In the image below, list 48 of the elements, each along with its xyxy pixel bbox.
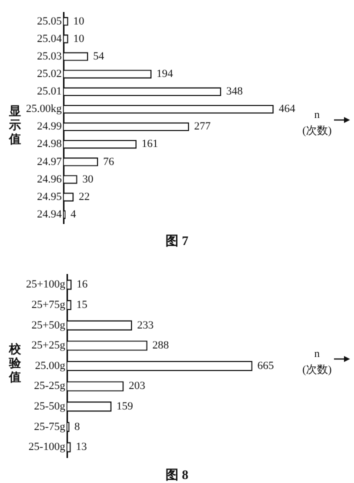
- data-label: 22: [78, 190, 90, 203]
- text: 图 8: [164, 466, 190, 483]
- y-tick-label: 25-50g: [34, 400, 66, 413]
- y-tick-label: 24.94: [37, 208, 62, 221]
- y-tick-label: 25.00kg: [26, 103, 62, 116]
- data-label: 16: [76, 278, 88, 291]
- data-label: 665: [257, 360, 274, 372]
- data-label: 4: [70, 208, 77, 221]
- text: 图 7: [164, 232, 190, 250]
- y-tick-label: 25.02: [37, 68, 62, 80]
- y-tick-label: 24.95: [37, 190, 62, 203]
- y-tick-label: 25+25g: [31, 340, 66, 352]
- data-label: 15: [76, 298, 88, 311]
- y-tick-label: 24.97: [37, 156, 62, 168]
- y-tick-label: 25.01: [37, 86, 62, 98]
- y-tick-label: 24.96: [37, 173, 62, 186]
- y-tick-label: 25.05: [37, 15, 62, 28]
- y-tick-label: 25-100g: [28, 441, 66, 454]
- data-label: 10: [73, 32, 85, 45]
- y-tick-label: 24.98: [37, 138, 62, 150]
- data-label: 30: [82, 173, 94, 186]
- data-label: 233: [137, 319, 154, 332]
- y-axis-title: 显示值: [8, 104, 22, 146]
- data-label: 203: [128, 380, 146, 392]
- data-label: 159: [116, 400, 134, 413]
- y-tick-label: 25+100g: [26, 278, 66, 291]
- y-tick-label: 25-75g: [34, 420, 66, 433]
- data-label: 76: [103, 156, 115, 168]
- y-tick-label: 25+50g: [31, 319, 66, 332]
- y-tick-label: 25+75g: [31, 298, 66, 311]
- y-axis-title: 校验值: [8, 342, 22, 384]
- data-label: 194: [156, 68, 174, 80]
- x-axis-title: n (次数): [301, 347, 333, 378]
- x-axis-title: n (次数): [301, 108, 333, 140]
- y-tick-label: 24.99: [37, 120, 62, 133]
- y-tick-label: 25-25g: [34, 380, 66, 392]
- data-label: 10: [73, 15, 85, 28]
- data-label: 464: [278, 103, 296, 116]
- data-label: 288: [152, 340, 170, 352]
- data-label: 161: [142, 138, 158, 150]
- y-tick-label: 25.03: [37, 50, 62, 62]
- y-tick-label: 25.04: [37, 32, 62, 45]
- data-label: 13: [76, 441, 88, 454]
- data-label: 348: [226, 86, 244, 98]
- data-label: 277: [194, 120, 212, 133]
- data-label: 8: [74, 420, 80, 433]
- data-label: 54: [93, 50, 105, 62]
- y-tick-label: 25.00g: [34, 360, 66, 372]
